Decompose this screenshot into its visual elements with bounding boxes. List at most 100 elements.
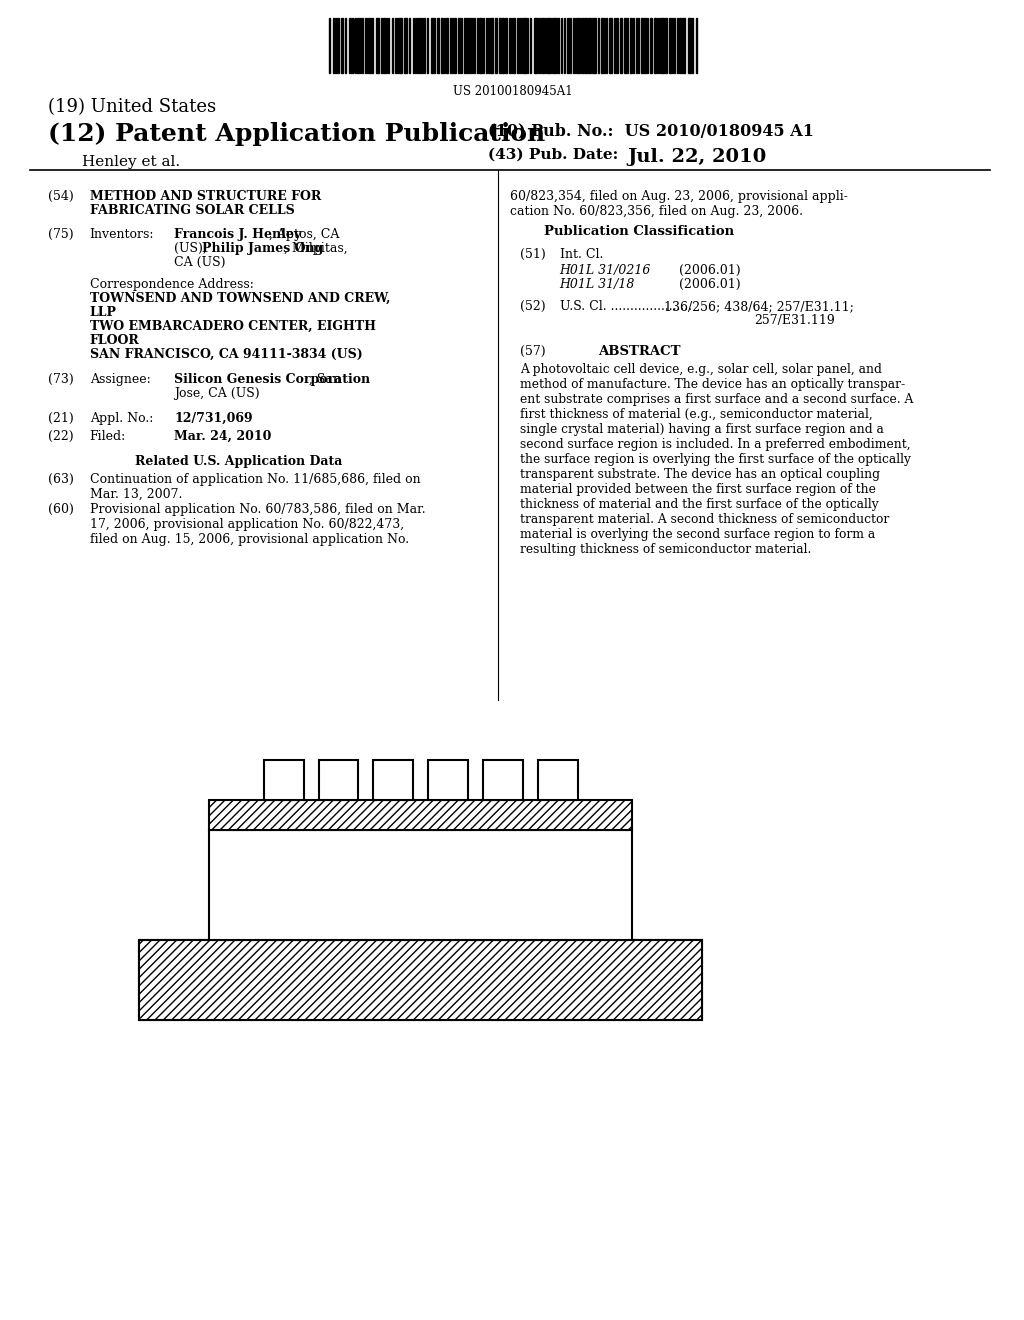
Text: Jul. 22, 2010: Jul. 22, 2010 bbox=[628, 148, 767, 166]
Bar bbox=[505, 18, 507, 73]
Bar bbox=[557, 18, 559, 73]
Bar bbox=[662, 18, 665, 73]
Text: CA (US): CA (US) bbox=[174, 256, 225, 269]
Text: Int. Cl.: Int. Cl. bbox=[560, 248, 603, 261]
Bar bbox=[489, 18, 493, 73]
Bar bbox=[499, 18, 501, 73]
Bar bbox=[502, 18, 504, 73]
Text: Continuation of application No. 11/685,686, filed on
Mar. 13, 2007.: Continuation of application No. 11/685,6… bbox=[90, 473, 420, 502]
Text: METHOD AND STRUCTURE FOR: METHOD AND STRUCTURE FOR bbox=[90, 190, 321, 203]
Bar bbox=[594, 18, 596, 73]
Text: Silicon Genesis Corporation: Silicon Genesis Corporation bbox=[174, 374, 371, 385]
Text: US 20100180945A1: US 20100180945A1 bbox=[453, 84, 572, 98]
Bar bbox=[588, 18, 591, 73]
Text: FLOOR: FLOOR bbox=[90, 334, 139, 347]
Bar bbox=[446, 18, 449, 73]
Text: Henley et al.: Henley et al. bbox=[82, 154, 180, 169]
Bar bbox=[479, 18, 482, 73]
Text: (63): (63) bbox=[48, 473, 74, 486]
Text: 257/E31.119: 257/E31.119 bbox=[754, 314, 835, 327]
Bar bbox=[585, 18, 587, 73]
Text: (60): (60) bbox=[48, 503, 74, 516]
Bar bbox=[495, 18, 497, 73]
Bar bbox=[139, 940, 702, 1020]
Text: Jose, CA (US): Jose, CA (US) bbox=[174, 387, 260, 400]
Text: SAN FRANCISCO, CA 94111-3834 (US): SAN FRANCISCO, CA 94111-3834 (US) bbox=[90, 348, 362, 360]
Bar bbox=[209, 800, 632, 830]
Text: 60/823,354, filed on Aug. 23, 2006, provisional appli-
cation No. 60/823,356, fi: 60/823,354, filed on Aug. 23, 2006, prov… bbox=[510, 190, 848, 218]
Bar bbox=[601, 18, 603, 73]
Text: (2006.01): (2006.01) bbox=[679, 264, 740, 277]
Bar bbox=[542, 18, 544, 73]
Text: Correspondence Address:: Correspondence Address: bbox=[90, 279, 254, 290]
Bar bbox=[625, 18, 627, 73]
Bar bbox=[654, 18, 656, 73]
Bar bbox=[513, 18, 515, 73]
Text: , San: , San bbox=[308, 374, 341, 385]
Text: (54): (54) bbox=[48, 190, 74, 203]
Bar bbox=[374, 760, 414, 800]
Text: , Milpitas,: , Milpitas, bbox=[284, 242, 347, 255]
Bar bbox=[650, 18, 652, 73]
Text: Filed:: Filed: bbox=[90, 430, 126, 444]
Text: (22): (22) bbox=[48, 430, 74, 444]
Text: U.S. Cl. .....................: U.S. Cl. ..................... bbox=[560, 300, 691, 313]
Bar bbox=[582, 18, 584, 73]
Text: (21): (21) bbox=[48, 412, 74, 425]
Text: Appl. No.:: Appl. No.: bbox=[90, 412, 153, 425]
Bar bbox=[538, 760, 578, 800]
Bar bbox=[419, 18, 421, 73]
Bar bbox=[616, 18, 618, 73]
Bar bbox=[467, 18, 469, 73]
Bar bbox=[679, 18, 681, 73]
Text: A photovoltaic cell device, e.g., solar cell, solar panel, and
method of manufac: A photovoltaic cell device, e.g., solar … bbox=[520, 363, 913, 556]
Bar bbox=[641, 18, 643, 73]
Text: Provisional application No. 60/783,586, filed on Mar.
17, 2006, provisional appl: Provisional application No. 60/783,586, … bbox=[90, 503, 425, 546]
Text: (10) Pub. No.:  US 2010/0180945 A1: (10) Pub. No.: US 2010/0180945 A1 bbox=[487, 121, 814, 139]
Bar bbox=[348, 18, 350, 73]
Bar bbox=[523, 18, 525, 73]
Bar bbox=[341, 18, 343, 73]
Text: TOWNSEND AND TOWNSEND AND CREW,: TOWNSEND AND TOWNSEND AND CREW, bbox=[90, 292, 390, 305]
Bar bbox=[621, 18, 623, 73]
Bar bbox=[534, 18, 537, 73]
Text: H01L 31/18: H01L 31/18 bbox=[560, 279, 635, 290]
Bar bbox=[644, 18, 646, 73]
Text: Publication Classification: Publication Classification bbox=[544, 224, 734, 238]
Bar bbox=[139, 940, 702, 1020]
Bar bbox=[553, 18, 556, 73]
Text: (57): (57) bbox=[520, 345, 546, 358]
Text: (75): (75) bbox=[48, 228, 74, 242]
Bar bbox=[437, 18, 439, 73]
Bar bbox=[631, 18, 632, 73]
Bar bbox=[428, 760, 468, 800]
Bar bbox=[577, 18, 579, 73]
Bar bbox=[669, 18, 671, 73]
Bar bbox=[688, 18, 691, 73]
Text: 136/256; 438/64; 257/E31.11;: 136/256; 438/64; 257/E31.11; bbox=[665, 300, 854, 313]
Text: (12) Patent Application Publication: (12) Patent Application Publication bbox=[48, 121, 545, 147]
Text: Inventors:: Inventors: bbox=[90, 228, 155, 242]
Bar bbox=[464, 18, 466, 73]
Bar bbox=[547, 18, 550, 73]
Bar bbox=[566, 18, 568, 73]
Text: Philip James Ong: Philip James Ong bbox=[202, 242, 324, 255]
Bar bbox=[399, 18, 402, 73]
Bar bbox=[383, 18, 385, 73]
Text: (2006.01): (2006.01) bbox=[679, 279, 740, 290]
Bar bbox=[404, 18, 408, 73]
Bar bbox=[370, 18, 372, 73]
Bar bbox=[357, 18, 359, 73]
Text: (US);: (US); bbox=[174, 242, 211, 255]
Text: (19) United States: (19) United States bbox=[48, 98, 216, 116]
Bar bbox=[682, 18, 685, 73]
Text: (52): (52) bbox=[520, 300, 546, 313]
Text: Francois J. Henley: Francois J. Henley bbox=[174, 228, 301, 242]
Bar bbox=[609, 18, 612, 73]
Text: (43) Pub. Date:: (43) Pub. Date: bbox=[487, 148, 618, 162]
Text: ABSTRACT: ABSTRACT bbox=[598, 345, 681, 358]
Text: Assignee:: Assignee: bbox=[90, 374, 151, 385]
Bar bbox=[264, 760, 304, 800]
Text: (73): (73) bbox=[48, 374, 74, 385]
Text: TWO EMBARCADERO CENTER, EIGHTH: TWO EMBARCADERO CENTER, EIGHTH bbox=[90, 319, 376, 333]
